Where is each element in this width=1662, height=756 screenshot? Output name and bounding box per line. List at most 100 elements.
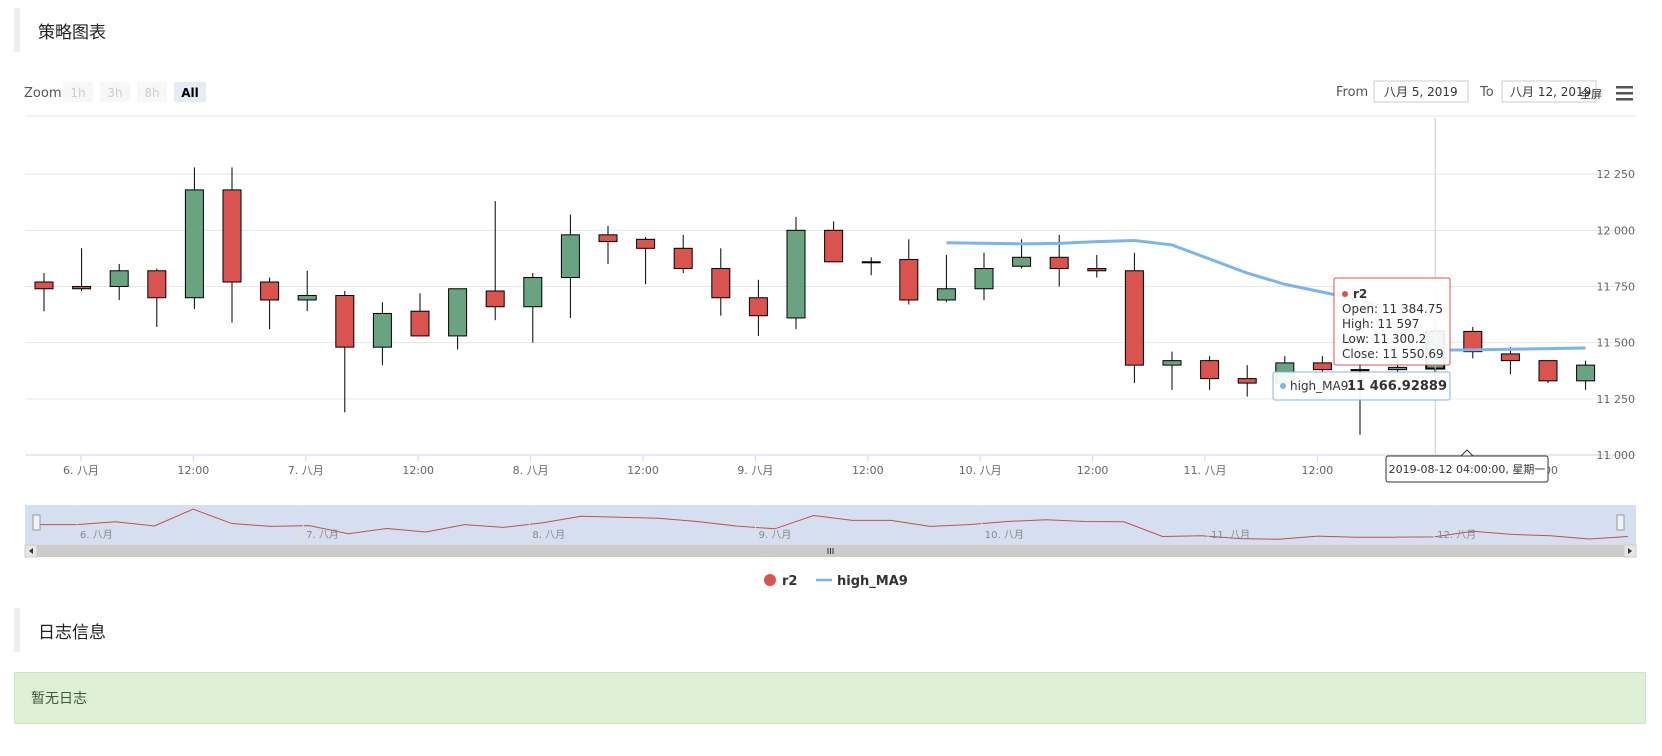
zoom-button-8h[interactable]: 8h bbox=[144, 86, 159, 100]
candle[interactable] bbox=[1463, 326, 1483, 359]
scroll-right-arrow-icon bbox=[1628, 548, 1632, 554]
legend-ma-label[interactable]: high_MA9 bbox=[837, 574, 908, 589]
candle[interactable] bbox=[222, 167, 242, 323]
y-tick-label: 12 250 bbox=[1597, 168, 1636, 181]
ma-tooltip-box bbox=[1272, 371, 1451, 401]
from-date-input[interactable]: 八月 5, 2019 bbox=[1384, 85, 1458, 99]
log-empty-message: 暂无日志 bbox=[31, 690, 87, 706]
candle-body bbox=[1237, 378, 1257, 384]
candle[interactable] bbox=[448, 288, 468, 350]
candle[interactable] bbox=[1162, 351, 1182, 390]
candle-body bbox=[636, 238, 656, 249]
candle[interactable] bbox=[974, 252, 994, 300]
candle[interactable] bbox=[1500, 347, 1520, 375]
candle[interactable] bbox=[711, 248, 731, 316]
to-label: To bbox=[1479, 85, 1494, 100]
zoom-button-8h-bg[interactable] bbox=[137, 82, 167, 102]
candle[interactable] bbox=[673, 234, 693, 274]
candle[interactable] bbox=[786, 216, 806, 330]
candle-body bbox=[899, 259, 919, 301]
candle-body bbox=[711, 268, 731, 299]
candle-body bbox=[1312, 362, 1332, 371]
navigator-label: 6. 八月 bbox=[80, 529, 113, 541]
y-axis: 12 250 12 000 11 750 11 500 11 250 11 000 bbox=[1597, 168, 1636, 462]
to-date-input[interactable]: 八月 12, 2019 bbox=[1510, 85, 1591, 99]
tooltip-open: Open: 11 384.75 bbox=[1342, 302, 1443, 316]
navigator-label: 12. 八月 bbox=[1437, 529, 1476, 541]
candle-body bbox=[560, 234, 580, 279]
zoom-button-1h-bg[interactable] bbox=[63, 82, 93, 102]
candle[interactable] bbox=[824, 221, 844, 263]
x-tick-label: 12:00 bbox=[1302, 464, 1334, 477]
candle[interactable] bbox=[485, 201, 505, 321]
x-tick-label: 12:00 bbox=[1077, 464, 1109, 477]
chart-section-title: 策略图表 bbox=[38, 22, 106, 42]
candle-body bbox=[72, 286, 92, 290]
tooltip-series-dot bbox=[1342, 291, 1348, 297]
candle[interactable] bbox=[335, 290, 355, 413]
navigator-label: 10. 八月 bbox=[985, 529, 1024, 541]
candle-body bbox=[1012, 256, 1032, 267]
ma-line[interactable] bbox=[946, 238, 1586, 352]
candle[interactable] bbox=[410, 293, 430, 337]
candle[interactable] bbox=[1124, 252, 1144, 384]
candle-body bbox=[786, 229, 806, 319]
candle[interactable] bbox=[1576, 360, 1596, 390]
zoom-button-3h[interactable]: 3h bbox=[107, 86, 122, 100]
zoom-button-All-bg[interactable] bbox=[174, 82, 206, 102]
candle[interactable] bbox=[748, 279, 768, 336]
candle[interactable] bbox=[861, 257, 881, 276]
candle[interactable] bbox=[1538, 360, 1558, 384]
candle[interactable] bbox=[72, 248, 92, 291]
candle[interactable] bbox=[899, 239, 919, 305]
ma-tooltip-label: high_MA9: bbox=[1290, 379, 1352, 393]
candle[interactable] bbox=[372, 302, 392, 366]
navigator-selection[interactable] bbox=[25, 505, 1636, 545]
candle[interactable] bbox=[260, 277, 280, 330]
y-tick-label: 11 250 bbox=[1597, 393, 1636, 406]
candle-body bbox=[523, 277, 543, 308]
candle[interactable] bbox=[598, 225, 618, 265]
x-tick-label: 7. 八月 bbox=[288, 464, 324, 477]
candle[interactable] bbox=[636, 237, 656, 285]
candle[interactable] bbox=[297, 270, 317, 312]
fullscreen-button[interactable]: 全屏 bbox=[1580, 87, 1602, 101]
candle[interactable] bbox=[1200, 356, 1220, 390]
candle[interactable] bbox=[147, 268, 167, 327]
legend-r2-label[interactable]: r2 bbox=[782, 574, 797, 589]
y-tick-label: 11 750 bbox=[1597, 281, 1636, 294]
candle[interactable] bbox=[184, 167, 204, 309]
candlestick-chart[interactable]: Zoom 1h 3h 8h All From 八月 5, 2019 To 八月 12,… bbox=[0, 60, 1662, 605]
from-label: From bbox=[1336, 85, 1368, 100]
time-tooltip-text: 2019-08-12 04:00:00, 星期一 bbox=[1389, 463, 1546, 476]
candle[interactable] bbox=[34, 273, 54, 312]
candle[interactable] bbox=[1087, 255, 1107, 278]
scrollbar-grip-icon bbox=[827, 548, 834, 554]
navigator-handle-left[interactable] bbox=[32, 514, 41, 531]
candle-body bbox=[222, 189, 242, 283]
candle[interactable] bbox=[109, 264, 129, 300]
navigator: 6. 八月 7. 八月 8. 八月 9. 八月 10. 八月 11. 八月 12. 八月 bbox=[24, 505, 1637, 558]
chart-section-header: 策略图表 bbox=[14, 8, 106, 52]
to-date-input-box[interactable] bbox=[1501, 80, 1597, 103]
y-tick-label: 12 000 bbox=[1597, 224, 1636, 237]
x-tick-label: 6. 八月 bbox=[63, 464, 99, 477]
candle-body bbox=[1350, 369, 1370, 372]
zoom-button-1h[interactable]: 1h bbox=[70, 86, 85, 100]
candle-body bbox=[109, 270, 129, 288]
candle-body bbox=[147, 270, 167, 299]
candle-body bbox=[448, 288, 468, 337]
zoom-button-All[interactable]: All bbox=[181, 86, 199, 100]
candle[interactable] bbox=[523, 273, 543, 343]
navigator-label: 8. 八月 bbox=[532, 529, 565, 541]
x-tick-label: 11. 八月 bbox=[1184, 464, 1227, 477]
candle[interactable] bbox=[1237, 365, 1257, 397]
zoom-button-3h-bg[interactable] bbox=[100, 82, 130, 102]
candle[interactable] bbox=[560, 214, 580, 318]
navigator-handle-right[interactable] bbox=[1616, 514, 1625, 531]
hamburger-menu-icon[interactable] bbox=[1616, 86, 1633, 101]
x-tick-label: 12:00 bbox=[627, 464, 659, 477]
candle[interactable] bbox=[936, 255, 956, 303]
x-tick-label: 12:00 bbox=[402, 464, 434, 477]
from-date-input-box[interactable] bbox=[1373, 80, 1469, 103]
